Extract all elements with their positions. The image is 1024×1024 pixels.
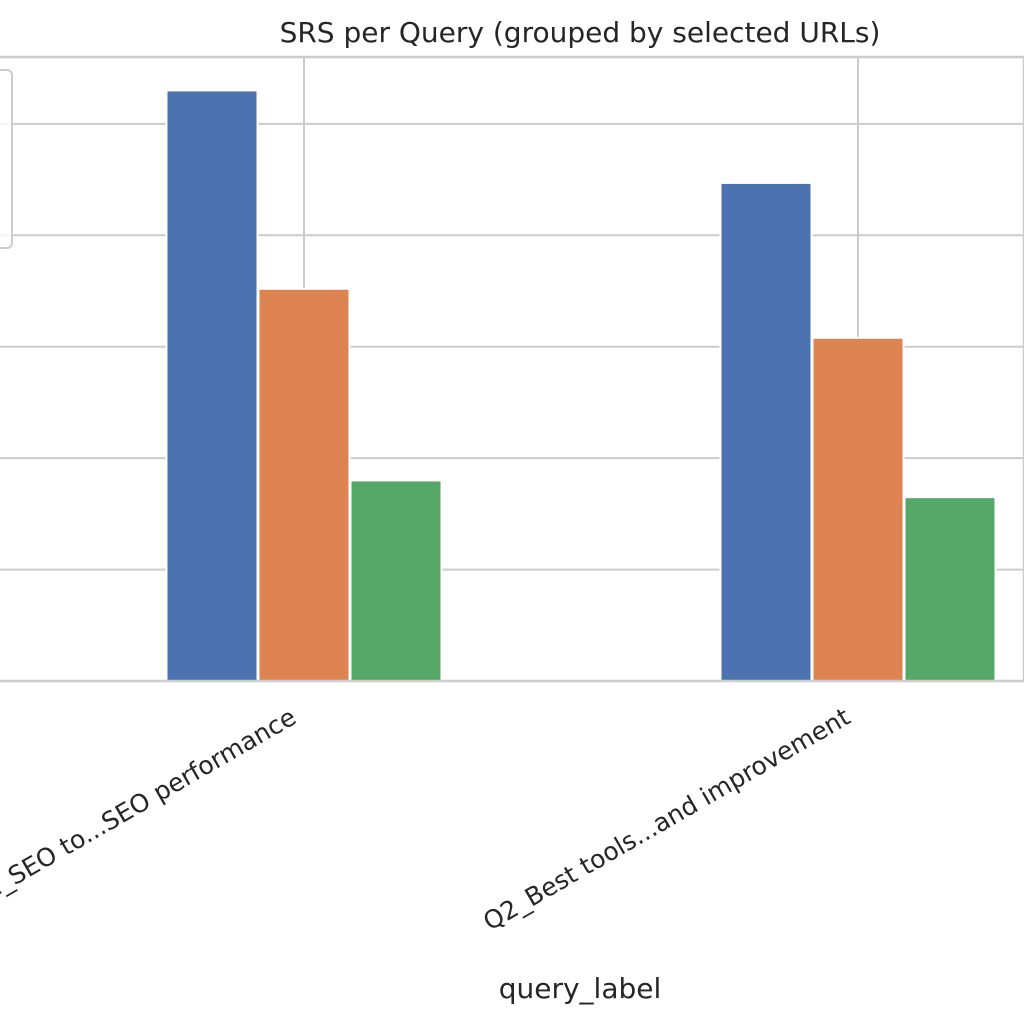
bar-series-3-category-1	[349, 479, 443, 682]
bar-series-1-category-2	[719, 181, 813, 683]
x-tick-labels: Q1_SEO to...SEO performance Q2_Best tools…	[0, 702, 855, 936]
x-axis-label: query_label	[499, 972, 662, 1005]
plot-frame	[0, 55, 1024, 683]
bar-series-2-category-1	[257, 287, 351, 682]
bar-series-1-category-1	[165, 89, 259, 682]
bars	[165, 89, 997, 683]
x-tick-label-1: Q1_SEO to...SEO performance	[0, 702, 301, 915]
legend-box	[0, 69, 13, 249]
chart-title: SRS per Query (grouped by selected URLs)	[280, 16, 881, 49]
bar-series-2-category-2	[811, 336, 905, 682]
x-tick-label-2: Q2_Best tools...and improvement	[478, 702, 855, 936]
bar-series-3-category-2	[903, 496, 997, 682]
